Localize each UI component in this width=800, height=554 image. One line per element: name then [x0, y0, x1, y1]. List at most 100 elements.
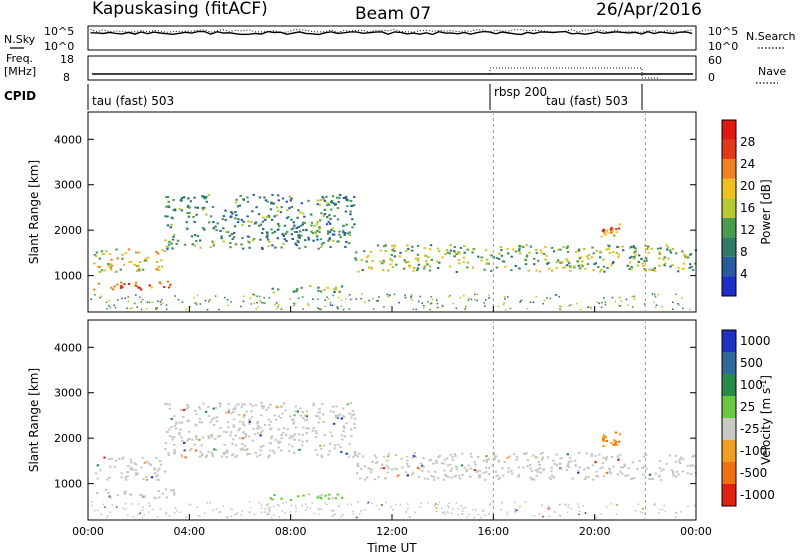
power-echo-cell: [287, 215, 290, 218]
power-echo-cell: [448, 252, 451, 255]
velocity-speckle: [637, 503, 640, 506]
velocity-echo-cell: [511, 472, 514, 475]
power-echo-cell: [408, 264, 412, 267]
power-echo-cell: [480, 259, 483, 262]
power-echo-cell: [333, 230, 336, 233]
velocity-speckle: [570, 508, 573, 510]
power-echo-cell: [277, 223, 280, 225]
y-tick-label: 3000: [54, 387, 82, 400]
velocity-colorbar-tick: 1000: [740, 334, 771, 348]
velocity-echo-cell: [559, 462, 562, 465]
power-echo-cell: [519, 245, 522, 248]
velocity-echo-cell: [99, 469, 102, 472]
velocity-echo-cell: [397, 474, 400, 477]
velocity-echo-cell: [168, 407, 171, 410]
power-echo-cell: [261, 220, 265, 223]
power-echo-cell: [277, 228, 280, 231]
power-echo-cell: [298, 236, 301, 239]
velocity-colorbar-tick: -500: [740, 466, 767, 480]
velocity-echo-cell: [273, 414, 276, 417]
velocity-echo-cell: [195, 413, 198, 416]
power-echo-cell: [333, 288, 336, 291]
velocity-echo-cell: [158, 496, 161, 499]
velocity-speckle: [364, 509, 366, 511]
velocity-echo-cell: [123, 493, 126, 495]
power-echo-cell: [310, 213, 313, 216]
power-speckle: [223, 296, 226, 299]
power-echo-cell: [293, 230, 297, 233]
velocity-speckle: [281, 510, 284, 512]
velocity-echo-cell: [276, 406, 279, 409]
velocity-echo-cell: [573, 459, 577, 462]
power-echo-cell: [669, 265, 672, 268]
power-echo-cell: [226, 231, 230, 234]
velocity-echo-cell: [220, 455, 224, 458]
power-echo-cell: [326, 202, 329, 205]
cpid-segment-2: rbsp 200: [494, 85, 547, 99]
velocity-echo-cell: [449, 463, 452, 466]
velocity-speckle: [313, 512, 315, 515]
power-echo-cell: [510, 269, 513, 272]
velocity-echo-cell: [328, 450, 331, 453]
velocity-speckle: [407, 507, 409, 510]
power-echo-cell: [209, 215, 213, 218]
velocity-echo-cell: [301, 411, 304, 413]
power-echo-cell: [336, 196, 339, 199]
power-echo-cell: [327, 239, 330, 242]
velocity-echo-cell: [223, 443, 226, 446]
velocity-speckle: [267, 512, 270, 514]
velocity-echo-cell: [539, 467, 542, 469]
noise-right-tick-top: 10^5: [708, 25, 738, 38]
power-speckle: [503, 302, 505, 304]
velocity-echo-cell: [259, 434, 262, 437]
velocity-echo-cell: [454, 454, 457, 457]
velocity-echo-cell: [451, 459, 455, 462]
velocity-echo-cell: [569, 456, 572, 459]
power-speckle: [376, 300, 378, 302]
power-echo-cell: [135, 264, 139, 267]
power-speckle: [293, 304, 295, 307]
velocity-echo-cell: [262, 405, 266, 408]
power-echo-cell: [229, 242, 232, 244]
velocity-speckle: [278, 516, 280, 518]
power-echo-cell: [518, 267, 521, 270]
power-echo-cell: [121, 286, 124, 289]
power-echo-cell: [430, 258, 433, 261]
power-echo-cell: [350, 204, 353, 207]
power-echo-cell: [137, 265, 140, 268]
power-speckle: [474, 293, 476, 296]
power-echo-cell: [259, 238, 262, 241]
power-echo-cell: [231, 233, 234, 236]
velocity-echo-cell: [234, 444, 238, 447]
velocity-echo-cell: [299, 407, 302, 410]
power-speckle: [560, 305, 563, 308]
power-speckle: [277, 305, 279, 308]
velocity-speckle: [267, 507, 270, 509]
velocity-echo-cell: [168, 435, 172, 438]
power-echo-cell: [298, 247, 301, 250]
velocity-echo-cell: [617, 457, 620, 460]
velocity-speckle: [126, 514, 129, 517]
power-echo-cell: [97, 282, 101, 285]
power-echo-cell: [271, 287, 274, 290]
power-speckle: [404, 294, 406, 297]
velocity-echo-cell: [210, 451, 213, 454]
velocity-echo-cell: [610, 442, 613, 445]
velocity-echo-cell: [320, 454, 323, 457]
power-echo-cell: [115, 270, 118, 273]
power-echo-cell: [123, 263, 126, 266]
velocity-echo-cell: [141, 456, 144, 459]
power-echo-cell: [199, 246, 202, 249]
power-echo-cell: [587, 253, 591, 256]
velocity-near-range-scatter: [90, 501, 696, 519]
velocity-echo-cell: [474, 463, 477, 466]
velocity-echo-cell: [386, 459, 389, 462]
velocity-echo-cell: [440, 462, 444, 465]
power-speckle: [655, 304, 658, 306]
power-echo-cell: [677, 270, 680, 273]
power-echo-cell: [592, 269, 595, 272]
power-speckle: [312, 298, 314, 300]
power-echo-cell: [580, 264, 583, 266]
velocity-speckle: [452, 508, 454, 510]
